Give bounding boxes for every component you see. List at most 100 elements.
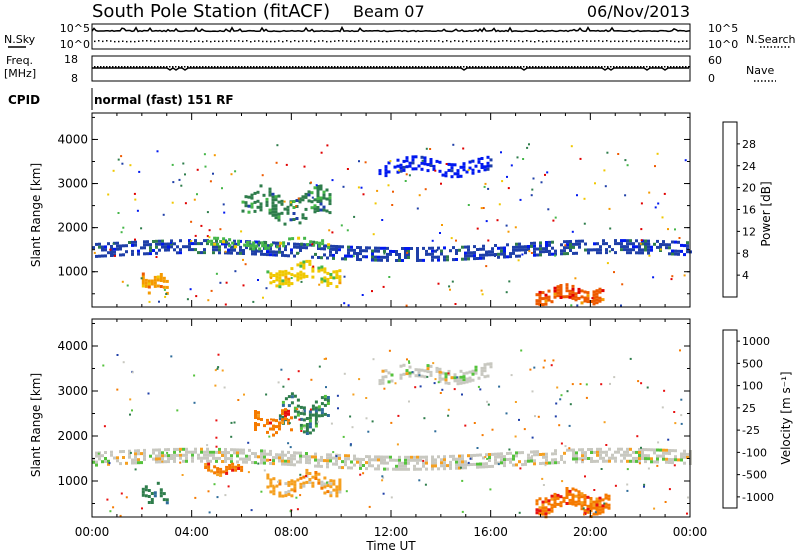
nave-dot xyxy=(388,66,390,68)
heatmap-cell xyxy=(575,242,578,246)
heatmap-cell xyxy=(147,279,151,283)
heatmap-cell xyxy=(320,265,324,269)
heatmap-cell xyxy=(224,457,227,460)
heatmap-cell xyxy=(302,424,306,428)
heatmap-cell xyxy=(143,457,146,461)
heatmap-cell xyxy=(503,255,506,259)
heatmap-cell xyxy=(407,256,410,259)
heatmap-cell xyxy=(266,250,269,254)
heatmap-cell xyxy=(677,240,680,244)
heatmap-cell xyxy=(161,245,164,249)
heatmap-cell xyxy=(411,161,415,165)
heatmap-speck xyxy=(224,303,227,306)
heatmap-cell xyxy=(541,291,545,295)
heatmap-cell xyxy=(551,458,554,462)
heatmap-cell xyxy=(317,256,320,259)
heatmap-cell xyxy=(203,251,206,255)
noise-search-dot xyxy=(670,40,672,42)
heatmap-cell xyxy=(455,460,458,464)
heatmap-cell xyxy=(548,243,551,247)
heatmap-speck xyxy=(594,182,596,185)
heatmap-cell xyxy=(465,170,469,174)
heatmap-cell xyxy=(596,453,599,457)
heatmap-cell xyxy=(182,447,185,451)
heatmap-speck xyxy=(299,473,302,476)
heatmap-cell xyxy=(599,245,602,249)
heatmap-speck xyxy=(204,165,207,168)
heatmap-cell xyxy=(213,471,217,475)
heatmap-cell xyxy=(272,424,275,428)
heatmap-cell xyxy=(248,457,251,461)
heatmap-cell xyxy=(644,460,647,464)
heatmap-cell xyxy=(467,257,470,261)
heatmap-cell xyxy=(301,195,305,199)
nave-dot xyxy=(172,66,174,68)
heatmap-speck xyxy=(207,490,210,493)
heatmap-speck xyxy=(109,510,112,513)
heatmap-cell xyxy=(533,453,536,457)
nave-dot xyxy=(568,66,570,68)
heatmap-cell xyxy=(234,245,238,249)
heatmap-cell xyxy=(314,424,318,428)
heatmap-cell xyxy=(411,155,415,159)
heatmap-cell xyxy=(242,460,245,464)
heatmap-cell xyxy=(141,272,145,276)
noise-search-dot xyxy=(502,40,504,42)
noise-search-dot xyxy=(434,40,436,42)
heatmap-cell xyxy=(308,422,312,426)
heatmap-cell xyxy=(550,506,554,510)
heatmap-cell xyxy=(253,200,257,204)
heatmap-cell xyxy=(462,378,466,382)
noise-search-dot xyxy=(566,40,568,43)
heatmap-cell xyxy=(159,279,163,282)
heatmap-cell xyxy=(310,206,314,210)
heatmap-cell xyxy=(206,447,209,451)
nave-dot xyxy=(676,66,678,68)
heatmap-cell xyxy=(586,297,590,301)
heatmap-cell xyxy=(387,170,391,174)
heatmap-cell xyxy=(119,450,122,454)
heatmap-cell xyxy=(194,447,197,451)
heatmap-cell xyxy=(299,457,302,461)
heatmap-cell xyxy=(191,248,194,252)
heatmap-cell xyxy=(95,254,98,258)
heatmap-speck xyxy=(371,290,373,293)
heatmap-cell xyxy=(569,246,572,249)
heatmap-cell xyxy=(659,454,662,458)
heatmap-cell xyxy=(601,507,605,511)
heatmap-cell xyxy=(326,453,329,457)
heatmap-cell xyxy=(407,455,410,459)
heatmap-cell xyxy=(313,210,317,214)
heatmap-cell xyxy=(247,195,251,199)
heatmap-cell xyxy=(556,294,560,298)
heatmap-cell xyxy=(271,204,275,208)
nave-dot xyxy=(535,66,537,68)
heatmap-cell xyxy=(535,302,539,306)
heatmap-speck xyxy=(639,242,642,245)
heatmap-cell xyxy=(299,423,303,427)
nave-dot xyxy=(382,66,384,68)
heatmap-cell xyxy=(153,491,157,495)
heatmap-cell xyxy=(483,375,487,379)
heatmap-speck xyxy=(532,177,535,180)
heatmap-cell xyxy=(299,246,302,249)
heatmap-cell xyxy=(287,404,291,408)
heatmap-cell xyxy=(266,253,269,257)
heatmap-cell xyxy=(473,251,476,255)
heatmap-speck xyxy=(583,222,586,225)
heatmap-cell xyxy=(592,299,596,303)
heatmap-cell xyxy=(583,503,587,507)
heatmap-cell xyxy=(271,207,275,211)
heatmap-cell xyxy=(314,400,318,404)
noise-search-dot xyxy=(634,40,636,42)
nave-dot xyxy=(559,66,561,68)
heatmap-cell xyxy=(317,247,320,250)
heatmap-cell xyxy=(586,294,590,298)
nave-dot xyxy=(643,66,645,68)
noise-search-dot xyxy=(682,40,684,42)
heatmap-cell xyxy=(434,464,437,468)
heatmap-cell xyxy=(611,248,614,252)
heatmap-cell xyxy=(459,375,463,379)
velocity-plot-area xyxy=(92,319,690,517)
power-colorbar-tick-label: 28 xyxy=(742,138,756,151)
